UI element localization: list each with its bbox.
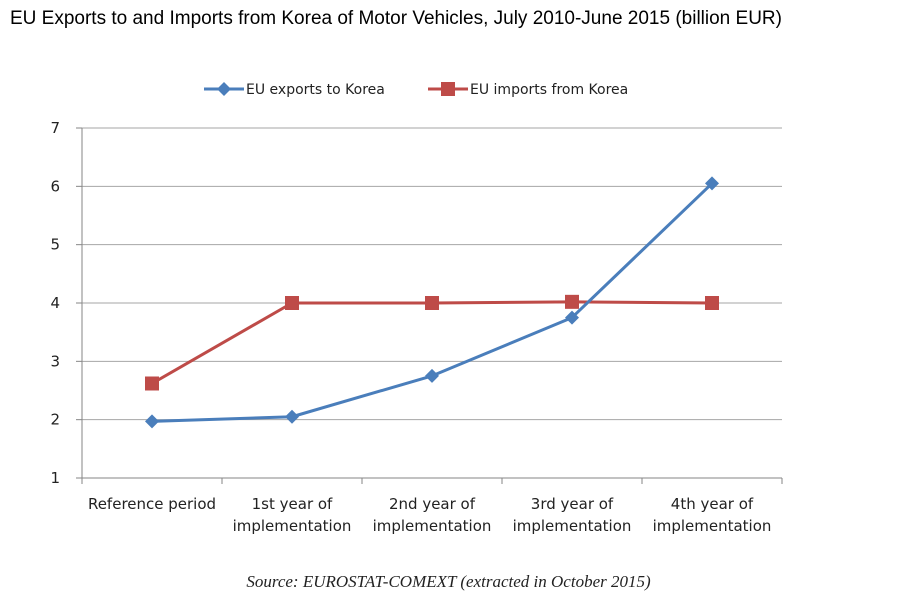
legend-marker	[217, 82, 231, 96]
series-exports	[145, 176, 719, 429]
legend-item: EU imports from Korea	[428, 82, 628, 98]
data-point-exports	[285, 409, 299, 424]
series	[145, 176, 719, 429]
x-tick-label: 4th year of implementation	[653, 495, 772, 535]
x-tick-label-line: implementation	[233, 517, 352, 535]
y-tick-label: 6	[50, 177, 60, 195]
legend-label: EU exports to Korea	[246, 82, 385, 98]
y-tick-label: 4	[50, 294, 60, 312]
data-point-imports	[705, 296, 719, 310]
y-tick-labels: 1 2 3 4 5 6 7	[50, 119, 60, 487]
x-tick-label-line: implementation	[373, 517, 492, 535]
legend-marker	[441, 82, 455, 96]
x-tick-label-line: 1st year of	[252, 495, 333, 513]
x-tick-label-line: 4th year of	[671, 495, 754, 513]
y-tick-label: 3	[50, 352, 60, 370]
x-tick-label: 1st year of implementation	[233, 495, 352, 535]
source-note: Source: EUROSTAT-COMEXT (extracted in Oc…	[246, 572, 651, 591]
x-tick-label: Reference period	[88, 495, 216, 513]
data-point-exports	[145, 414, 159, 429]
x-tick-label-line: implementation	[653, 517, 772, 535]
data-point-exports	[565, 310, 579, 325]
data-point-imports	[425, 296, 439, 310]
y-tick-label: 7	[50, 119, 60, 137]
data-point-imports	[145, 376, 159, 391]
x-tick-label: 3rd year of implementation	[513, 495, 632, 535]
y-tick-label: 5	[50, 236, 60, 254]
data-point-exports	[705, 176, 719, 191]
data-point-exports	[425, 368, 439, 383]
x-tick-label-line: implementation	[513, 517, 632, 535]
chart-title: EU Exports to and Imports from Korea of …	[10, 8, 782, 29]
y-tick-label: 1	[50, 469, 60, 487]
data-point-imports	[285, 296, 299, 310]
x-tick-labels: Reference period 1st year of implementatio…	[88, 495, 771, 535]
legend-item: EU exports to Korea	[204, 82, 385, 98]
data-point-imports	[565, 294, 579, 309]
y-tick-label: 2	[50, 411, 60, 429]
x-tick-label-line: Reference period	[88, 495, 216, 513]
x-tick-label-line: 3rd year of	[531, 495, 614, 513]
axes	[76, 127, 783, 484]
x-tick-label: 2nd year of implementation	[373, 495, 492, 535]
x-tick-label-line: 2nd year of	[389, 495, 476, 513]
legend: EU exports to Korea EU imports from Korea	[204, 82, 628, 98]
legend-label: EU imports from Korea	[470, 82, 628, 98]
series-imports	[145, 294, 719, 391]
